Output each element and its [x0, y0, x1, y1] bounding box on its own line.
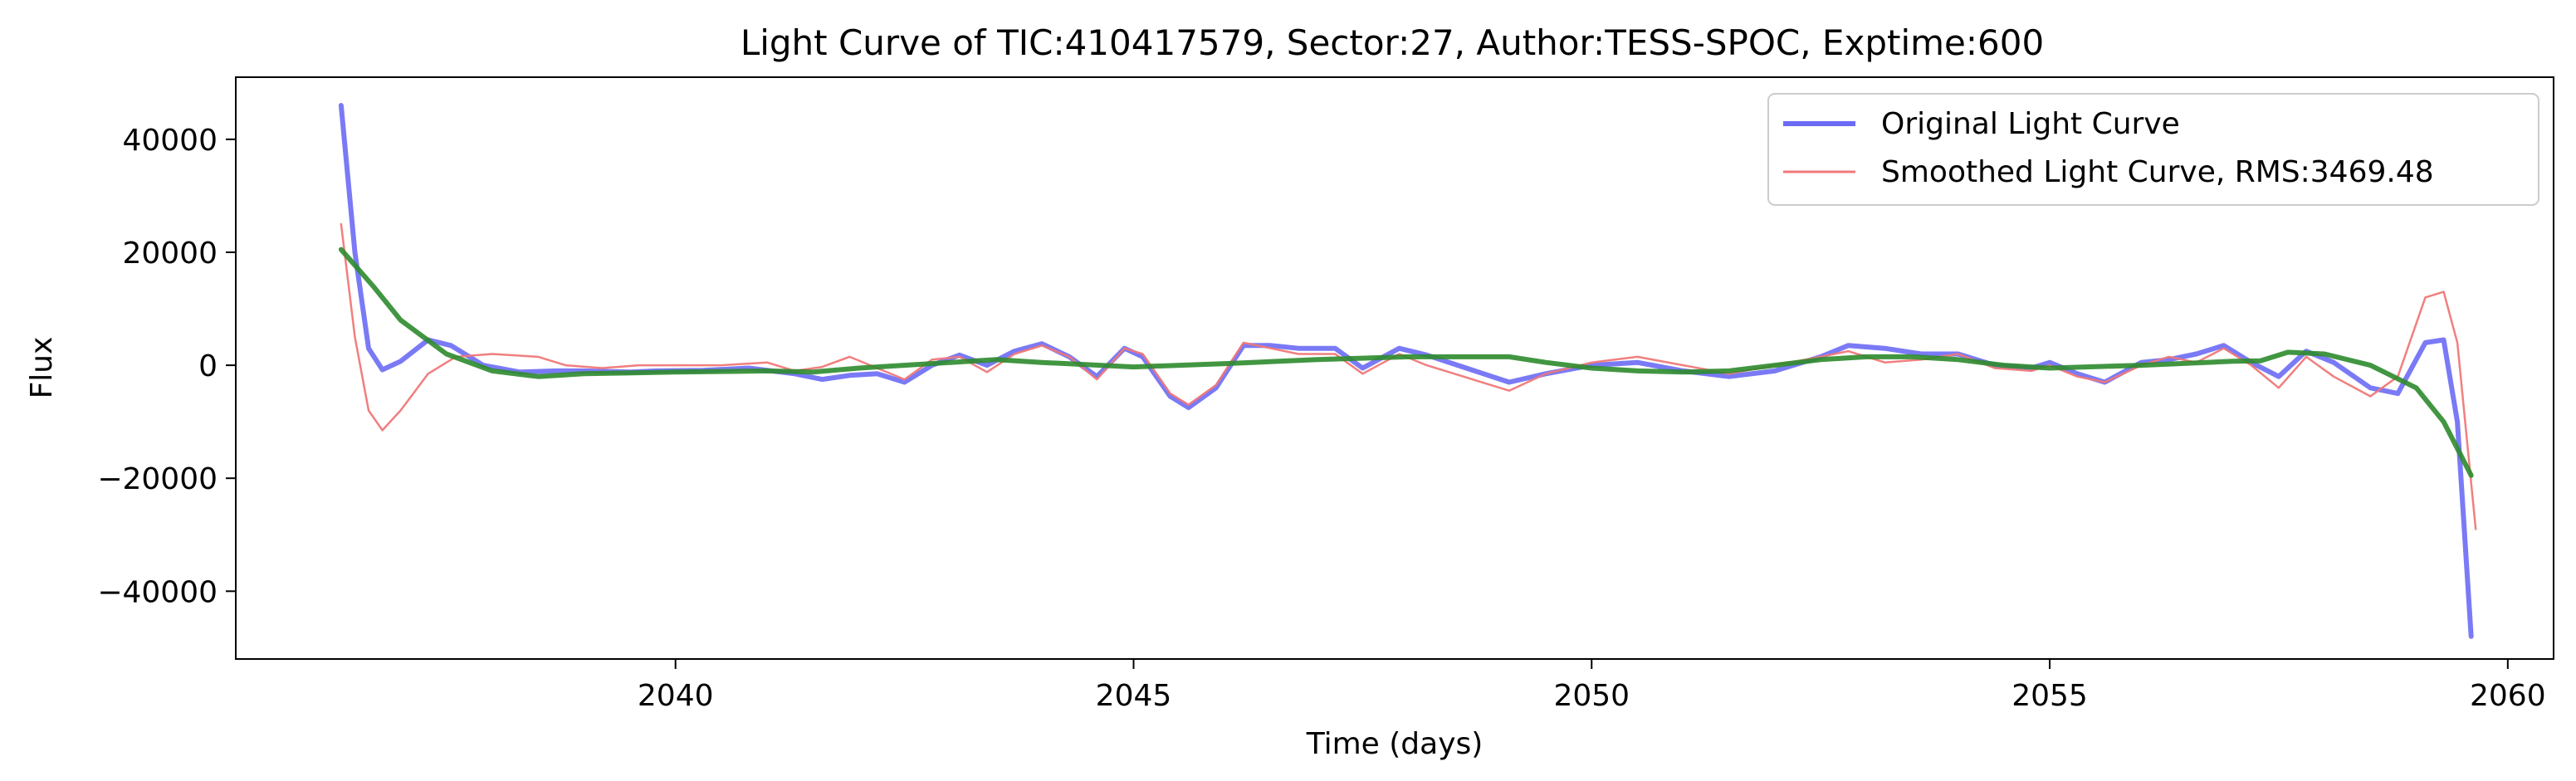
y-tick-label: 0: [198, 349, 218, 383]
plot-frame: [235, 76, 2554, 660]
y-tick-label: 40000: [122, 124, 218, 158]
y-tick-label: 20000: [122, 237, 218, 271]
series-smoothed-line: [340, 222, 2477, 530]
x-axis-label: Time (days): [1306, 727, 1484, 761]
legend-box: [1767, 93, 2539, 206]
legend-label-smoothed: Smoothed Light Curve, RMS:3469.48: [1881, 155, 2434, 189]
y-tick-label: −20000: [97, 462, 218, 496]
legend-label-original: Original Light Curve: [1881, 107, 2180, 141]
x-tick-label: 2045: [1096, 679, 1172, 713]
y-tick-label: −40000: [97, 575, 218, 609]
legend: Original Light Curve Smoothed Light Curv…: [1767, 93, 2539, 206]
x-tick-label: 2055: [2011, 679, 2088, 713]
x-tick-label: 2040: [638, 679, 714, 713]
y-axis: −40000 −20000 0 20000 40000: [97, 124, 236, 609]
series-trend-line: [338, 247, 2474, 478]
chart-title: Light Curve of TIC:410417579, Sector:27,…: [741, 22, 2044, 63]
y-axis-label: Flux: [25, 337, 59, 399]
x-tick-label: 2050: [1553, 679, 1630, 713]
series-layer: [338, 103, 2477, 639]
x-tick-label: 2060: [2470, 679, 2546, 713]
x-axis: 2040 2045 2050 2055 2060: [638, 659, 2546, 713]
